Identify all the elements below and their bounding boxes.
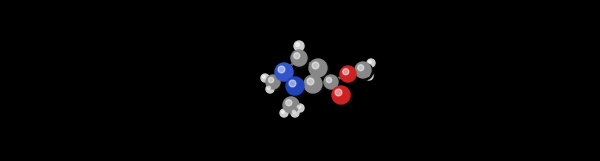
Circle shape [267,76,282,91]
Circle shape [356,63,373,80]
Circle shape [266,85,274,93]
Circle shape [358,65,364,71]
Circle shape [307,78,314,85]
Circle shape [291,50,307,66]
Circle shape [292,110,295,113]
Circle shape [341,67,358,84]
Circle shape [355,62,371,78]
Circle shape [309,59,327,77]
Circle shape [367,73,370,76]
Circle shape [281,110,284,113]
Circle shape [296,105,305,113]
Circle shape [367,59,375,67]
Circle shape [281,110,289,118]
Circle shape [312,62,319,69]
Circle shape [261,74,269,82]
Circle shape [368,60,376,68]
Circle shape [295,42,305,52]
Circle shape [304,75,322,93]
Circle shape [266,75,280,89]
Circle shape [365,73,374,81]
Circle shape [368,60,371,63]
Circle shape [294,53,300,59]
Circle shape [334,87,352,106]
Circle shape [332,86,350,104]
Circle shape [326,77,332,83]
Circle shape [268,86,271,89]
Circle shape [283,97,299,113]
Circle shape [275,63,293,81]
Circle shape [266,86,275,94]
Circle shape [305,76,324,95]
Circle shape [262,75,265,78]
Circle shape [277,64,295,83]
Circle shape [310,60,329,79]
Circle shape [286,100,292,106]
Circle shape [365,72,373,80]
Circle shape [284,98,301,115]
Circle shape [262,75,270,83]
Circle shape [340,66,356,82]
Circle shape [298,105,301,108]
Circle shape [291,109,299,117]
Circle shape [287,78,306,97]
Circle shape [268,77,274,83]
Circle shape [286,77,304,95]
Circle shape [292,51,309,68]
Circle shape [325,76,340,91]
Circle shape [296,104,304,112]
Circle shape [278,66,285,73]
Circle shape [294,41,304,51]
Circle shape [343,69,349,75]
Circle shape [296,43,299,47]
Circle shape [292,110,300,118]
Circle shape [335,89,342,96]
Circle shape [280,109,288,117]
Circle shape [289,80,296,87]
Circle shape [324,75,338,89]
